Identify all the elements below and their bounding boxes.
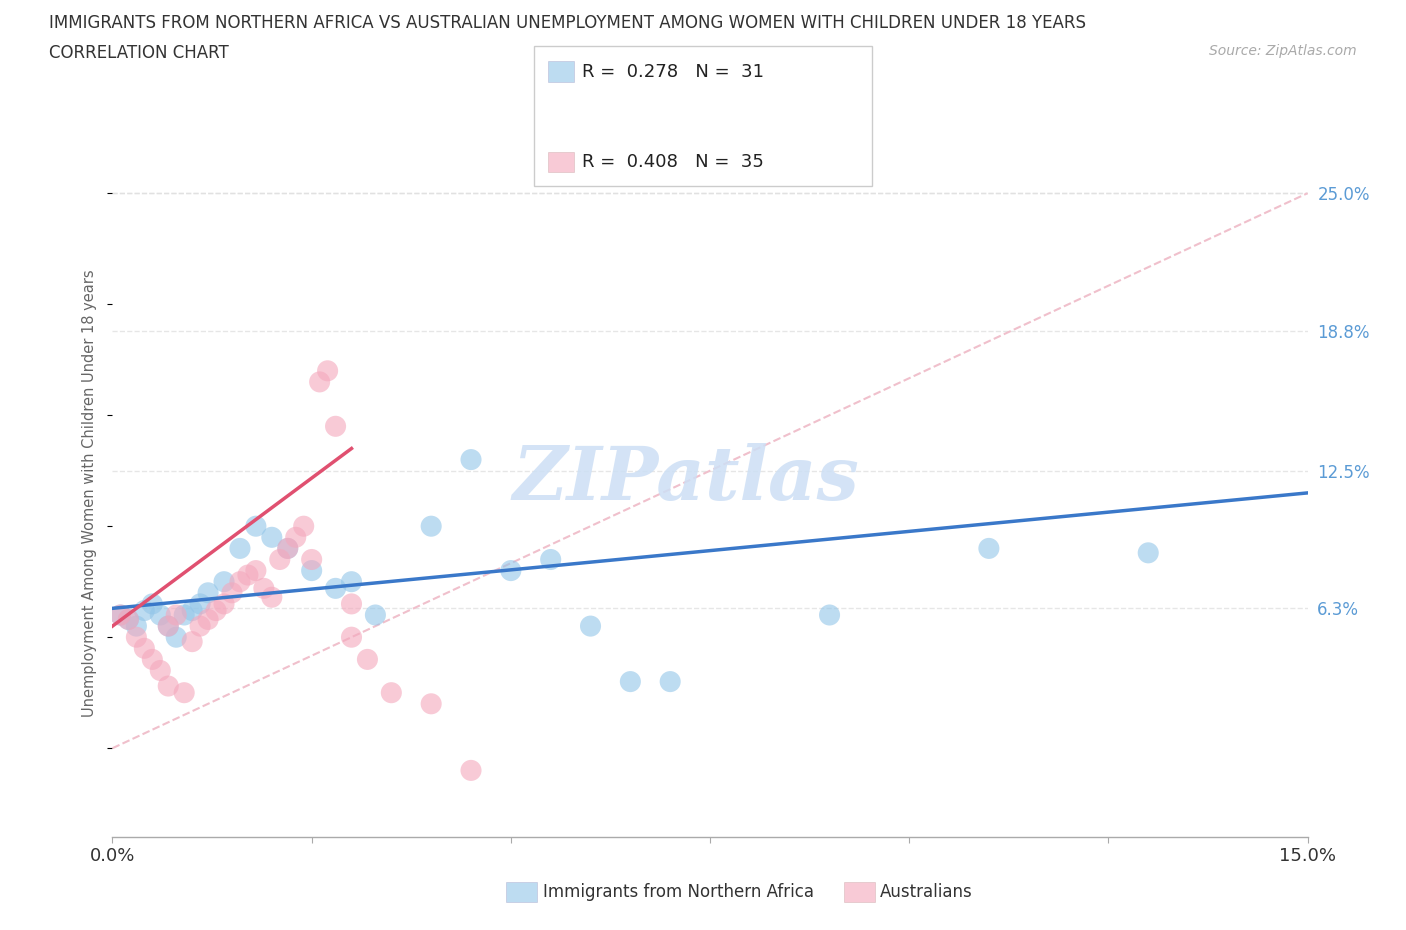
- Text: Source: ZipAtlas.com: Source: ZipAtlas.com: [1209, 44, 1357, 58]
- Point: [460, 763, 482, 777]
- Point: [977, 541, 1000, 556]
- Point: [188, 618, 211, 633]
- Point: [141, 652, 163, 667]
- Point: [229, 541, 252, 556]
- Point: [134, 604, 156, 618]
- Point: [284, 530, 307, 545]
- Point: [181, 604, 204, 618]
- Point: [301, 552, 323, 567]
- Point: [125, 618, 148, 633]
- Point: [499, 564, 522, 578]
- Point: [141, 596, 163, 611]
- Point: [340, 630, 363, 644]
- Point: [134, 641, 156, 656]
- Point: [117, 612, 139, 627]
- Point: [181, 634, 204, 649]
- Point: [212, 574, 235, 589]
- Point: [316, 364, 339, 379]
- Point: [260, 530, 283, 545]
- Text: ZIPatlas: ZIPatlas: [513, 443, 859, 515]
- Point: [325, 581, 347, 596]
- Point: [340, 596, 363, 611]
- Point: [173, 685, 195, 700]
- Point: [149, 663, 172, 678]
- Y-axis label: Unemployment Among Women with Children Under 18 years: Unemployment Among Women with Children U…: [82, 269, 97, 717]
- Text: Immigrants from Northern Africa: Immigrants from Northern Africa: [543, 883, 814, 901]
- Point: [356, 652, 378, 667]
- Text: R =  0.278   N =  31: R = 0.278 N = 31: [582, 62, 763, 81]
- Point: [460, 452, 482, 467]
- Point: [117, 612, 139, 627]
- Text: Australians: Australians: [880, 883, 973, 901]
- Point: [110, 607, 132, 622]
- Point: [157, 618, 180, 633]
- Point: [253, 581, 276, 596]
- Point: [173, 607, 195, 622]
- Text: R =  0.408   N =  35: R = 0.408 N = 35: [582, 153, 763, 171]
- Point: [325, 418, 347, 433]
- Point: [197, 585, 219, 600]
- Point: [340, 574, 363, 589]
- Point: [1137, 545, 1160, 560]
- Point: [245, 564, 267, 578]
- Point: [364, 607, 387, 622]
- Point: [301, 564, 323, 578]
- Point: [420, 697, 443, 711]
- Point: [818, 607, 841, 622]
- Point: [420, 519, 443, 534]
- Point: [157, 679, 180, 694]
- Point: [260, 590, 283, 604]
- Point: [277, 541, 299, 556]
- Point: [245, 519, 267, 534]
- Point: [165, 630, 187, 644]
- Point: [110, 607, 132, 622]
- Point: [380, 685, 402, 700]
- Point: [197, 612, 219, 627]
- Point: [277, 541, 299, 556]
- Point: [149, 607, 172, 622]
- Point: [269, 552, 291, 567]
- Text: IMMIGRANTS FROM NORTHERN AFRICA VS AUSTRALIAN UNEMPLOYMENT AMONG WOMEN WITH CHIL: IMMIGRANTS FROM NORTHERN AFRICA VS AUSTR…: [49, 14, 1087, 32]
- Point: [229, 574, 252, 589]
- Point: [125, 630, 148, 644]
- Point: [236, 567, 259, 582]
- Point: [212, 596, 235, 611]
- Point: [308, 375, 330, 390]
- Text: CORRELATION CHART: CORRELATION CHART: [49, 44, 229, 61]
- Point: [292, 519, 315, 534]
- Point: [540, 552, 562, 567]
- Point: [205, 604, 228, 618]
- Point: [659, 674, 682, 689]
- Point: [619, 674, 641, 689]
- Point: [579, 618, 602, 633]
- Point: [157, 618, 180, 633]
- Point: [165, 607, 187, 622]
- Point: [188, 596, 211, 611]
- Point: [221, 585, 243, 600]
